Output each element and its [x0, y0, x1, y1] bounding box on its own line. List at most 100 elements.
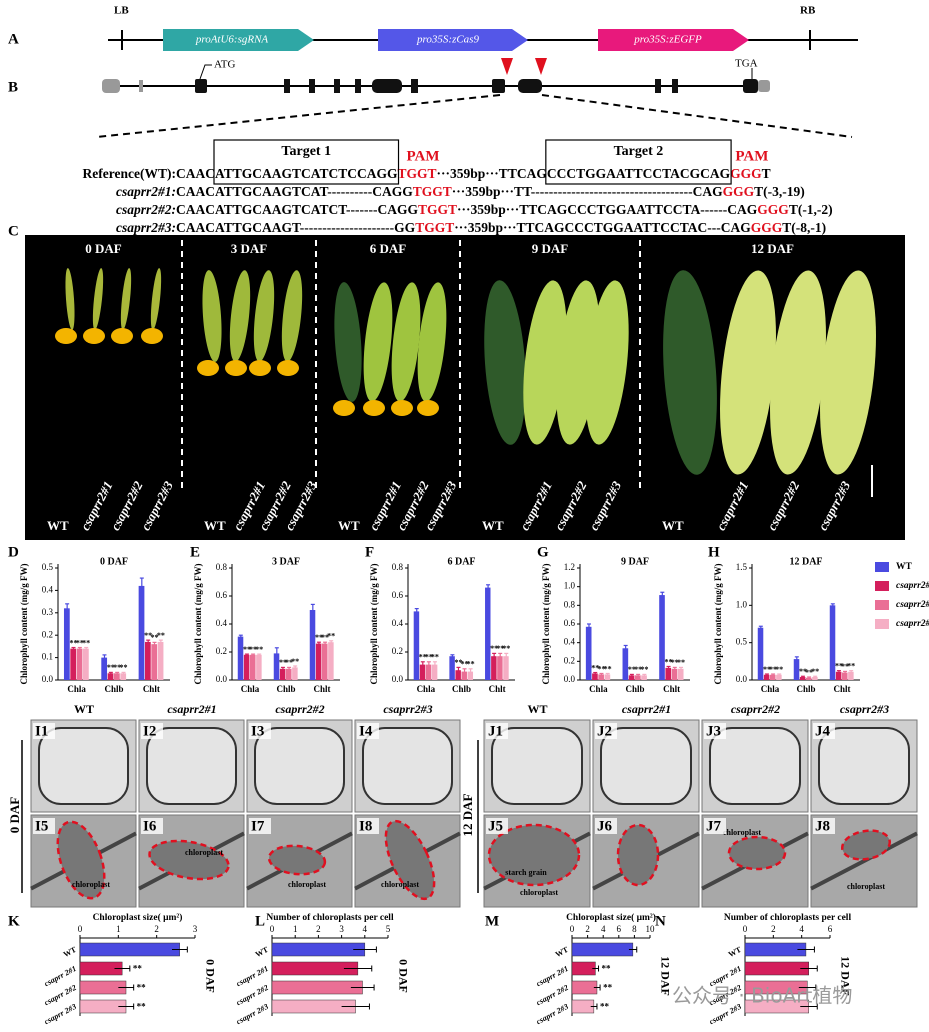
bar: [485, 587, 491, 680]
significance: **: [425, 653, 433, 662]
x-tick-label: Chlt: [313, 684, 330, 694]
legend-swatch: [875, 600, 889, 610]
significance: **: [431, 653, 439, 662]
significance: **: [602, 964, 612, 974]
significance: **: [321, 633, 329, 642]
bar: [455, 670, 461, 680]
flower: [277, 360, 299, 376]
significance: **: [799, 667, 807, 676]
significance: **: [835, 661, 843, 670]
chloroplast-label: chloroplast: [847, 882, 885, 891]
y-tick-label: 0.3: [42, 607, 54, 617]
exons: [102, 79, 770, 93]
y-tick-label: 0.0: [564, 674, 576, 684]
x-tick-label: Chla: [417, 684, 436, 694]
chloroplast-label: chloroplast: [381, 880, 419, 889]
x-tick-label: 5: [386, 924, 391, 934]
significance: **: [640, 665, 648, 674]
bar: [812, 677, 818, 680]
image-label-bg: [704, 723, 726, 739]
panel-label: F: [365, 544, 374, 560]
zoom-line: [96, 94, 501, 138]
stage-label: 3 DAF: [231, 241, 268, 256]
significance: **: [677, 658, 685, 667]
image-label-bg: [813, 818, 835, 834]
legend-label: WT: [896, 562, 913, 572]
utr: [758, 80, 770, 92]
cassette-label: pro35S:zEGFP: [633, 34, 702, 46]
atg-pointer: [199, 64, 212, 80]
bar: [671, 668, 678, 680]
bar: [835, 671, 842, 680]
y-tick-label: 0.0: [216, 674, 228, 684]
y-tick-label: 0.4: [564, 637, 576, 647]
y-tick-label: 0.2: [42, 629, 53, 639]
exon: [284, 79, 290, 93]
significance: **: [502, 644, 510, 653]
y-tick-label: 1.0: [564, 581, 576, 591]
x-tick-label: 0: [78, 924, 83, 934]
x-tick-label: 4: [799, 924, 804, 934]
exon: [411, 79, 418, 93]
significance: **: [805, 668, 813, 677]
significance: **: [279, 658, 287, 667]
sequence: T(-1,-2): [789, 202, 833, 217]
chart-title: 0 DAF: [100, 556, 128, 567]
bar: [776, 674, 782, 680]
sequence: GGG: [723, 184, 755, 199]
bar: [585, 626, 592, 680]
x-tick-label: 1: [116, 924, 121, 934]
image-label: J8: [815, 818, 830, 834]
bar: [848, 671, 854, 680]
bar: [328, 642, 334, 680]
significance: **: [133, 964, 143, 974]
panel-label: K: [8, 913, 20, 929]
fruit: [391, 282, 421, 402]
bar: [273, 653, 280, 680]
fruit: [523, 280, 567, 445]
flower: [363, 400, 385, 416]
bar: [503, 656, 509, 680]
bar: [763, 674, 770, 680]
x-tick-label: 4: [363, 924, 368, 934]
x-tick-label: Chlb: [452, 684, 471, 694]
atg-label: ATG: [214, 59, 235, 71]
significance: **: [600, 1002, 610, 1012]
bar: [315, 643, 322, 680]
fruit: [202, 270, 222, 362]
image-label: I1: [35, 723, 48, 739]
chloroplast-outline: [727, 835, 787, 871]
panel-label: N: [655, 913, 666, 929]
cell-wall: [254, 727, 345, 805]
x-tick-label: Chlt: [833, 684, 850, 694]
chart-title: Chloroplast size( μm²): [93, 912, 183, 923]
exon: [372, 79, 402, 93]
genotype-label: WT: [338, 518, 360, 533]
bar: [79, 942, 180, 957]
y-tick-label: 0.8: [564, 599, 576, 609]
bar: [770, 674, 776, 680]
bar: [497, 656, 503, 680]
y-tick-label: 1.2: [564, 562, 575, 572]
bar: [250, 654, 256, 680]
bar: [491, 656, 497, 680]
bar: [413, 611, 420, 680]
y-axis-label: Chlorophyll content (mg/g FW): [193, 563, 203, 684]
stage-label: 12 DAF: [751, 241, 794, 256]
sequence: GGG: [751, 220, 783, 235]
image-label: I8: [359, 818, 372, 834]
image-label: J4: [815, 723, 831, 739]
stage-label: 12 DAF: [838, 956, 852, 996]
flower: [197, 360, 219, 376]
chart-title: 6 DAF: [447, 556, 475, 567]
significance: **: [763, 665, 771, 674]
significance: **: [769, 665, 777, 674]
lb-label: LB: [114, 5, 129, 17]
bar: [467, 671, 474, 680]
bar: [628, 675, 635, 680]
stage-label: 0 DAF: [203, 959, 217, 993]
x-tick-label: Chla: [67, 684, 86, 694]
sequence: csaprr2#3:: [116, 220, 176, 235]
cell-wall: [146, 727, 237, 805]
